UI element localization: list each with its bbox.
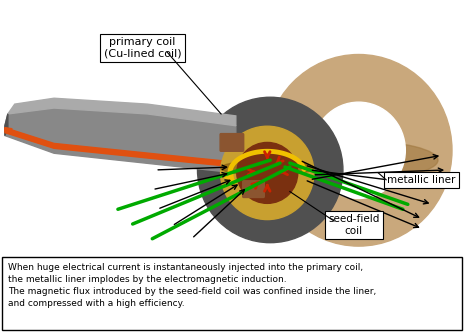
Text: metallic liner: metallic liner	[387, 175, 456, 185]
Ellipse shape	[198, 97, 343, 243]
Ellipse shape	[265, 55, 452, 246]
Polygon shape	[5, 128, 12, 132]
Ellipse shape	[212, 165, 328, 190]
Ellipse shape	[220, 160, 314, 175]
Ellipse shape	[237, 142, 298, 203]
Ellipse shape	[202, 102, 338, 238]
Ellipse shape	[312, 102, 405, 198]
Ellipse shape	[220, 126, 314, 219]
Polygon shape	[5, 114, 8, 136]
Polygon shape	[5, 128, 236, 167]
Ellipse shape	[279, 141, 438, 179]
Text: seed-field
coil: seed-field coil	[328, 214, 379, 236]
FancyBboxPatch shape	[220, 134, 244, 151]
FancyBboxPatch shape	[2, 257, 462, 330]
Text: When huge electrical current is instantaneously injected into the primary coil,
: When huge electrical current is instanta…	[8, 263, 376, 308]
Polygon shape	[8, 98, 236, 126]
Polygon shape	[5, 108, 236, 173]
Ellipse shape	[237, 136, 304, 204]
Text: primary coil
(Cu-lined coil): primary coil (Cu-lined coil)	[104, 37, 181, 59]
FancyBboxPatch shape	[243, 181, 264, 197]
